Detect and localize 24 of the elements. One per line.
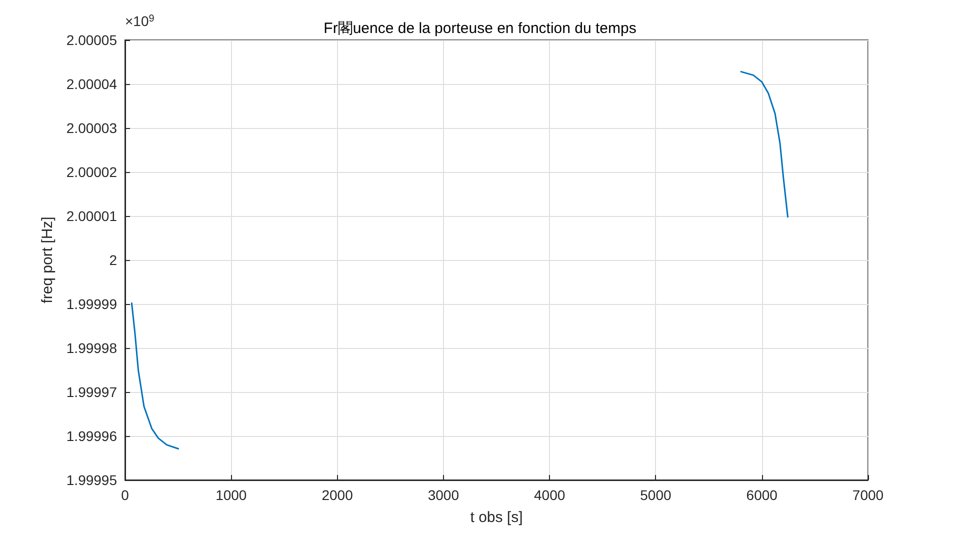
line-series <box>740 70 789 218</box>
x-tick-label: 4000 <box>534 487 566 503</box>
y-tick-label: 1.99998 <box>66 340 118 356</box>
x-tick-label: 1000 <box>216 487 247 503</box>
x-tick-label: 2000 <box>322 487 354 503</box>
x-tick-label: 5000 <box>640 487 672 503</box>
chart-title: Fr閣uence de la porteuse en fonction du temps <box>324 20 636 37</box>
y-tick-label: 2.00003 <box>66 120 118 136</box>
y-tick-label: 1.99995 <box>66 472 118 488</box>
y-tick-label: 2.00004 <box>66 76 118 92</box>
x-tick-label: 0 <box>121 487 130 503</box>
y-axis-title: freq port [Hz] <box>39 216 56 304</box>
y-tick-label: 2.00005 <box>66 32 118 48</box>
x-tick-label: 7000 <box>852 487 884 503</box>
y-tick-label: 2.00002 <box>66 164 118 180</box>
x-tick-label: 6000 <box>746 487 778 503</box>
line-series <box>130 302 180 450</box>
x-tick-label: 3000 <box>428 487 460 503</box>
y-tick-label: 1.99999 <box>66 296 118 312</box>
y-tick-label: 1.99996 <box>66 428 118 444</box>
x-axis-title: t obs [s] <box>470 509 523 526</box>
y-tick-label: 2 <box>109 252 118 268</box>
y-tick-label: 1.99997 <box>66 384 118 400</box>
y-tick-label: 2.00001 <box>66 208 118 224</box>
